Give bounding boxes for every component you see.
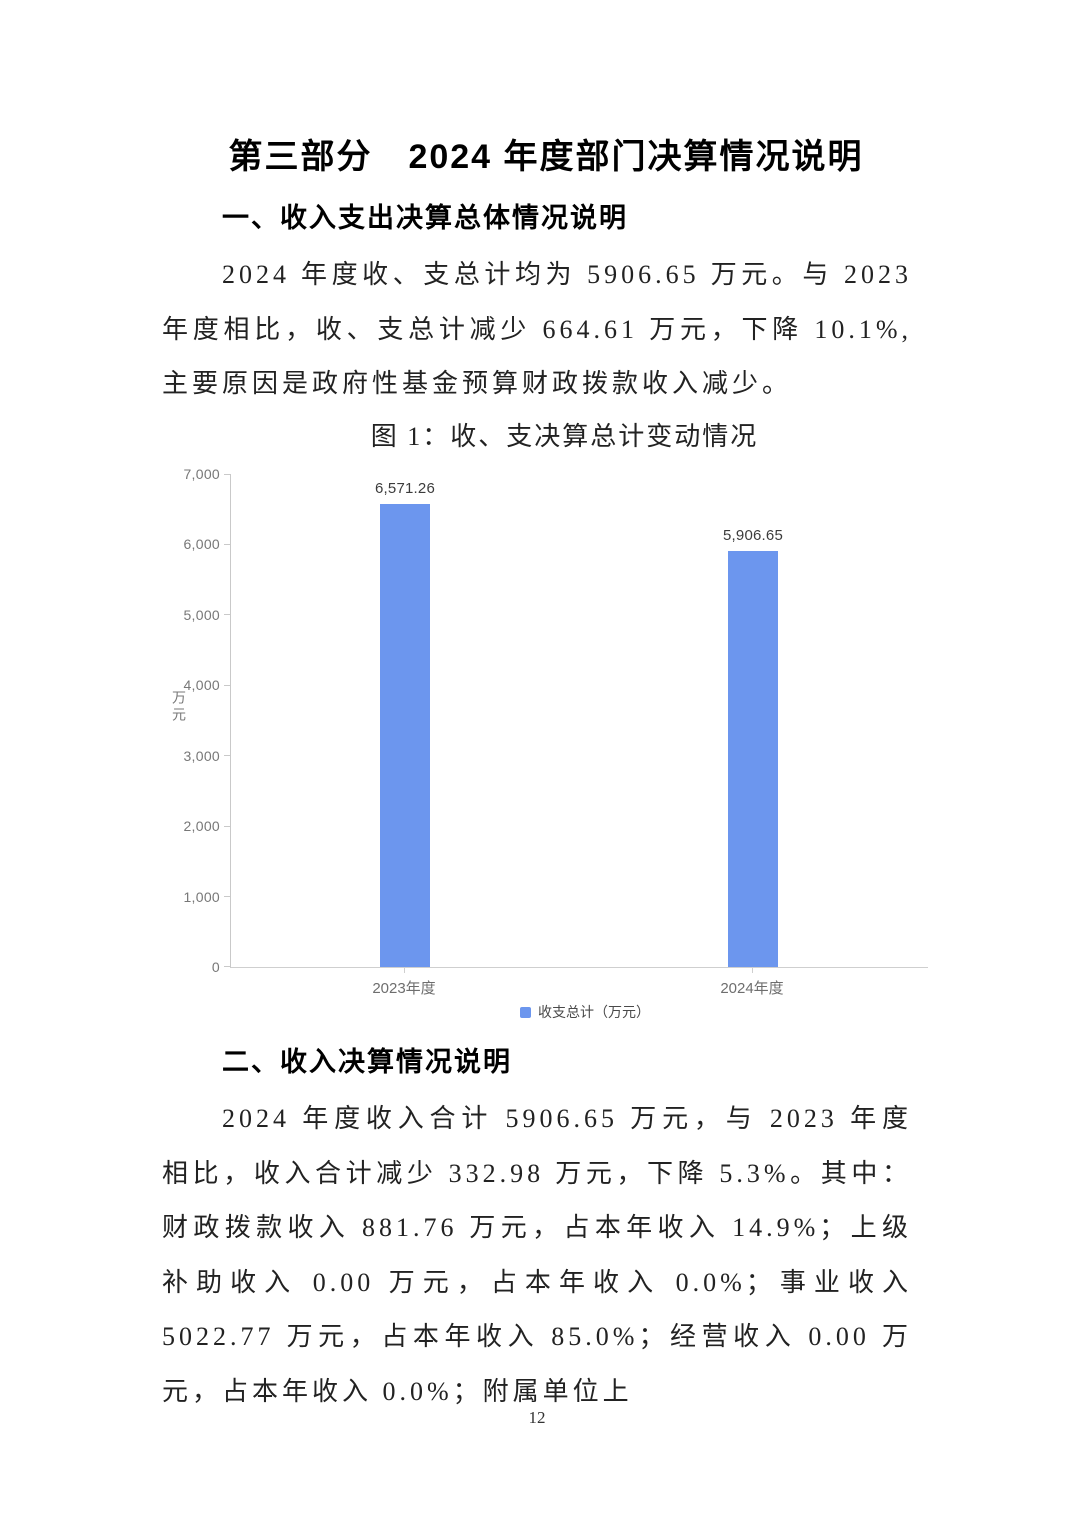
x-axis-label-2024: 2024年度 bbox=[720, 980, 784, 997]
page-number: 12 bbox=[528, 1408, 546, 1427]
y-tick-label: 0 bbox=[211, 958, 220, 975]
y-tick-mark bbox=[224, 614, 230, 616]
y-tick-label: 7,000 bbox=[183, 466, 220, 482]
x-tick-mark bbox=[404, 968, 405, 973]
y-tick-mark bbox=[224, 473, 230, 475]
section-heading-overview: 一、收入支出决算总体情况说明 bbox=[222, 203, 628, 233]
bar-2023 bbox=[380, 504, 430, 967]
y-tick-label: 6,000 bbox=[183, 536, 220, 553]
y-tick-mark bbox=[224, 966, 230, 968]
figure-caption: 图 1：收、支决算总计变动情况 bbox=[370, 422, 759, 451]
y-tick-mark bbox=[224, 896, 230, 898]
paragraph-overview: 2024 年度收、支总计均为 5906.65 万元。与 2023 年度相比，收、… bbox=[162, 260, 912, 398]
bar-value-label-2023: 6,571.26 bbox=[375, 480, 435, 498]
legend-swatch bbox=[520, 1006, 531, 1018]
y-tick-mark bbox=[224, 755, 230, 757]
y-tick-label: 5,000 bbox=[183, 606, 220, 623]
y-tick-mark bbox=[224, 825, 230, 827]
y-tick-label: 1,000 bbox=[183, 888, 220, 905]
bar-chart: 万元 7,000 6,000 5,000 4,000 3,000 2,000 1… bbox=[165, 460, 935, 1032]
y-axis-unit-label: 万元 bbox=[171, 690, 187, 724]
legend-label: 收支总计（万元） bbox=[538, 1004, 650, 1020]
y-tick-mark bbox=[224, 684, 230, 686]
y-tick-mark bbox=[224, 543, 230, 545]
y-tick-label: 4,000 bbox=[183, 677, 220, 694]
chart-legend: 收支总计（万元） bbox=[165, 1002, 935, 1022]
y-axis-ticks: 7,000 6,000 5,000 4,000 3,000 2,000 1,00… bbox=[165, 466, 230, 975]
bar-group-2023: 6,571.26 bbox=[350, 474, 460, 967]
bar-2024 bbox=[728, 551, 778, 967]
bar-value-label-2024: 5,906.65 bbox=[723, 527, 783, 545]
x-tick-mark bbox=[752, 968, 753, 973]
section-heading-income: 二、收入决算情况说明 bbox=[222, 1047, 512, 1077]
x-axis-label-2023: 2023年度 bbox=[372, 980, 436, 997]
page-title: 第三部分 2024 年度部门决算情况说明 bbox=[228, 138, 864, 176]
y-tick-label: 2,000 bbox=[183, 818, 220, 835]
paragraph-income: 2024 年度收入合计 5906.65 万元，与 2023 年度相比，收入合计减… bbox=[162, 1104, 912, 1406]
bar-group-2024: 5,906.65 bbox=[698, 474, 808, 967]
y-tick-label: 3,000 bbox=[183, 747, 220, 764]
chart-plot-area: 6,571.26 5,906.65 bbox=[230, 474, 928, 968]
